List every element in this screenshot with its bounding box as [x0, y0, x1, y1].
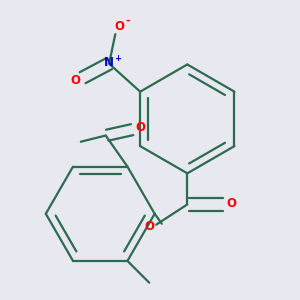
Text: O: O — [71, 74, 81, 87]
Text: O: O — [136, 121, 146, 134]
Text: -: - — [125, 16, 130, 26]
Text: O: O — [226, 197, 236, 210]
Text: O: O — [144, 220, 154, 233]
Text: N: N — [104, 56, 114, 69]
Text: +: + — [114, 54, 121, 63]
Text: O: O — [114, 20, 124, 33]
